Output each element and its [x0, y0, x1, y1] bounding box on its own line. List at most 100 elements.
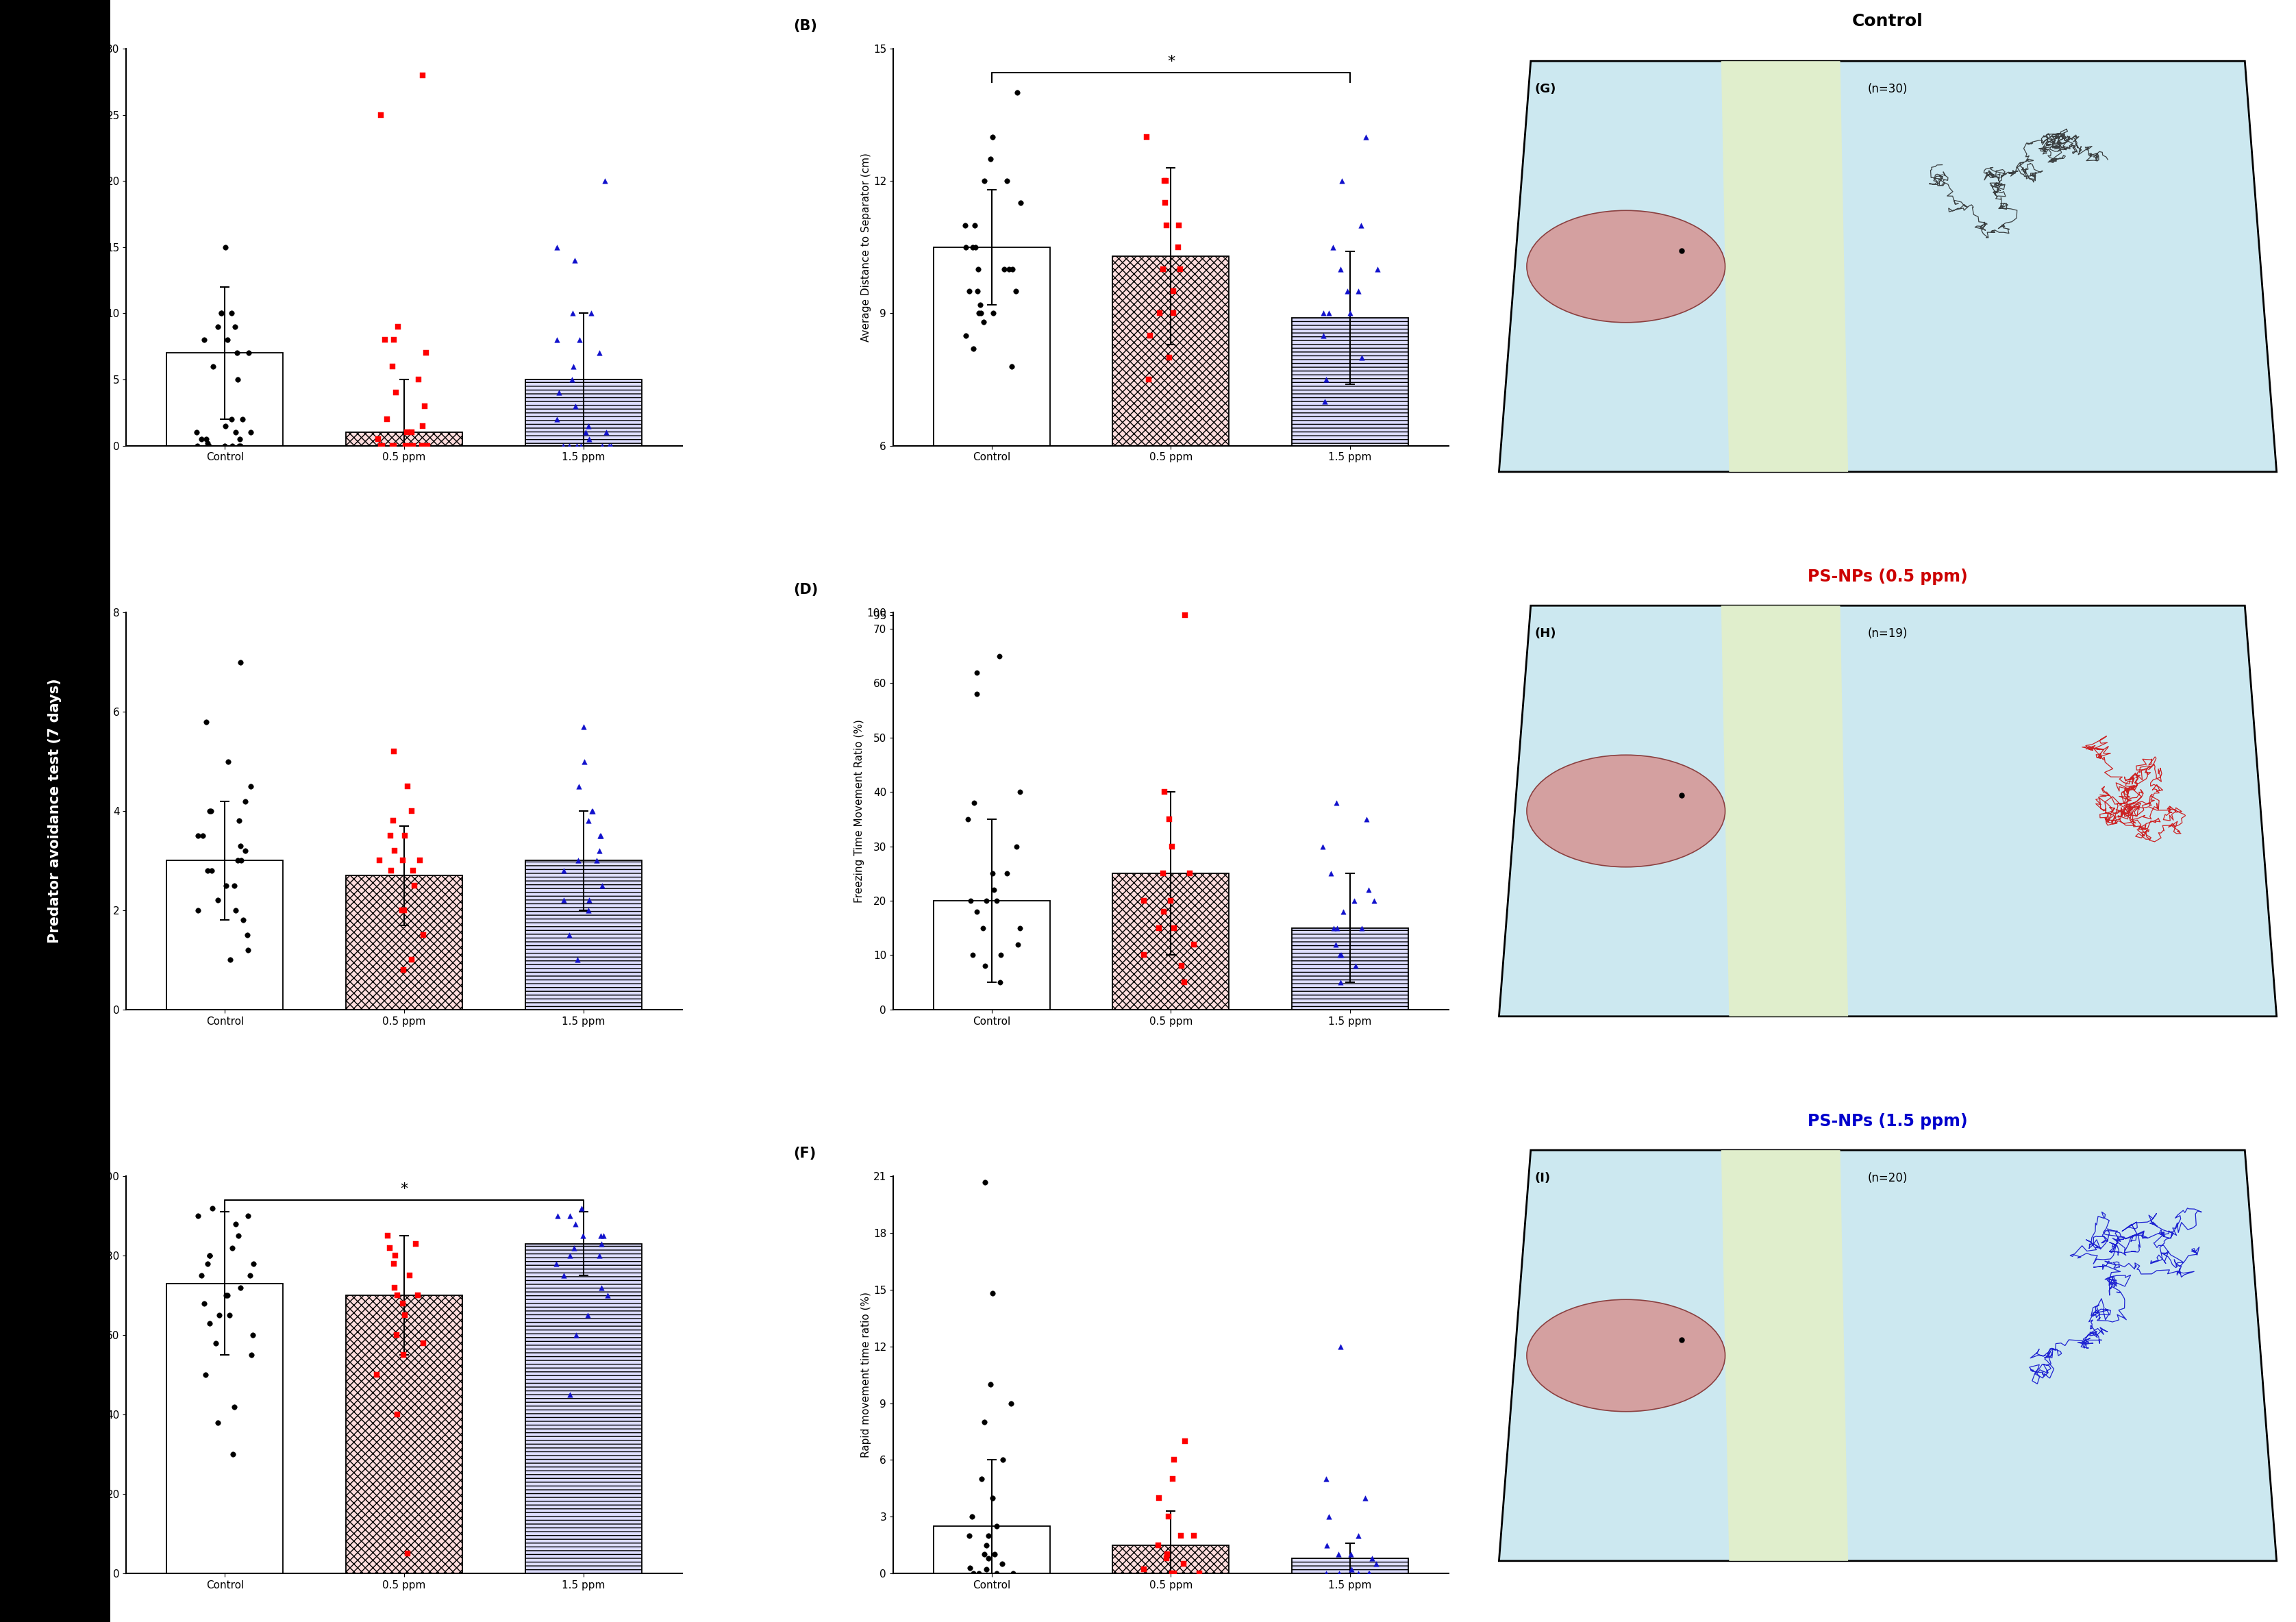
Point — [191, 798, 227, 824]
Point — [1334, 1557, 1371, 1583]
Point — [590, 433, 627, 459]
Point — [393, 420, 429, 446]
Point — [567, 420, 604, 446]
Point — [1322, 942, 1359, 968]
Point — [563, 1195, 599, 1221]
Point — [372, 1234, 409, 1260]
Point — [994, 354, 1031, 380]
Polygon shape — [1722, 1150, 1848, 1560]
Point — [404, 433, 441, 459]
Point — [191, 1311, 227, 1337]
Polygon shape — [1722, 605, 1848, 1017]
Point — [569, 1302, 606, 1328]
Point — [370, 1223, 406, 1249]
Bar — [526, 861, 641, 1009]
Point — [188, 430, 225, 456]
Point — [1313, 861, 1350, 887]
Point — [992, 256, 1029, 282]
Y-axis label: Average Speed (cm/s): Average Speed (cm/s) — [101, 753, 110, 869]
Point — [383, 897, 420, 923]
Point — [1166, 1427, 1203, 1453]
Point — [1148, 169, 1185, 195]
Point — [1341, 1560, 1378, 1586]
Point — [377, 380, 413, 406]
Point — [211, 947, 248, 973]
Point — [948, 323, 985, 349]
Point — [994, 256, 1031, 282]
Point — [1141, 915, 1178, 941]
Point — [581, 1242, 618, 1268]
Point — [363, 433, 400, 459]
Point — [197, 1330, 234, 1356]
Point — [560, 328, 597, 354]
Point — [1153, 834, 1189, 860]
Text: PS-NPs (1.5 ppm): PS-NPs (1.5 ppm) — [1807, 1113, 1968, 1129]
Point — [223, 433, 259, 459]
Point — [393, 433, 429, 459]
Point — [588, 1283, 625, 1309]
Point — [188, 1251, 225, 1277]
Point — [360, 848, 397, 874]
Point — [388, 1541, 425, 1567]
Point — [964, 1466, 1001, 1492]
Point — [220, 808, 257, 834]
Point — [202, 300, 239, 326]
Point — [1146, 169, 1182, 195]
Point — [983, 942, 1019, 968]
Point — [572, 300, 608, 326]
Point — [386, 1302, 422, 1328]
Point — [1150, 806, 1187, 832]
Point — [999, 834, 1035, 860]
Point — [1306, 389, 1343, 415]
Point — [1350, 1560, 1387, 1586]
Point — [406, 393, 443, 418]
Point — [551, 1242, 588, 1268]
Point — [1313, 234, 1350, 260]
Point — [565, 1223, 602, 1249]
Point — [377, 837, 413, 863]
Point — [1141, 1484, 1178, 1510]
Point — [393, 798, 429, 824]
Point — [957, 234, 994, 260]
Point — [1162, 212, 1199, 238]
Point — [388, 774, 425, 800]
Bar — [1293, 318, 1407, 710]
Point — [227, 837, 264, 863]
Point — [397, 1231, 434, 1257]
Point — [207, 1283, 243, 1309]
Point — [1311, 1504, 1348, 1530]
Point — [386, 1341, 422, 1367]
Point — [967, 1410, 1003, 1435]
Point — [978, 887, 1015, 913]
Point — [1336, 954, 1373, 980]
Point — [1155, 1447, 1192, 1473]
Text: (n=30): (n=30) — [1867, 83, 1908, 96]
Point — [542, 380, 579, 406]
Polygon shape — [1499, 62, 2278, 472]
Point — [220, 433, 257, 459]
Point — [563, 433, 599, 459]
Ellipse shape — [1626, 221, 1706, 313]
Point — [216, 313, 253, 339]
Point — [367, 406, 404, 431]
Point — [227, 788, 264, 814]
Point — [372, 822, 409, 848]
Point — [583, 822, 620, 848]
Point — [1159, 234, 1196, 260]
Point — [186, 1291, 223, 1317]
Point — [179, 433, 216, 459]
Point — [1318, 915, 1355, 941]
Point — [551, 1204, 588, 1229]
Point — [969, 1557, 1006, 1583]
Point — [1336, 887, 1373, 913]
Point — [569, 808, 606, 834]
Bar — [526, 380, 641, 446]
Point — [377, 1275, 413, 1301]
Polygon shape — [1499, 1150, 2278, 1560]
Point — [957, 681, 994, 707]
Point — [955, 942, 992, 968]
Text: (I): (I) — [1534, 1171, 1550, 1184]
Point — [207, 433, 243, 459]
Point — [985, 1551, 1022, 1577]
Point — [214, 433, 250, 459]
